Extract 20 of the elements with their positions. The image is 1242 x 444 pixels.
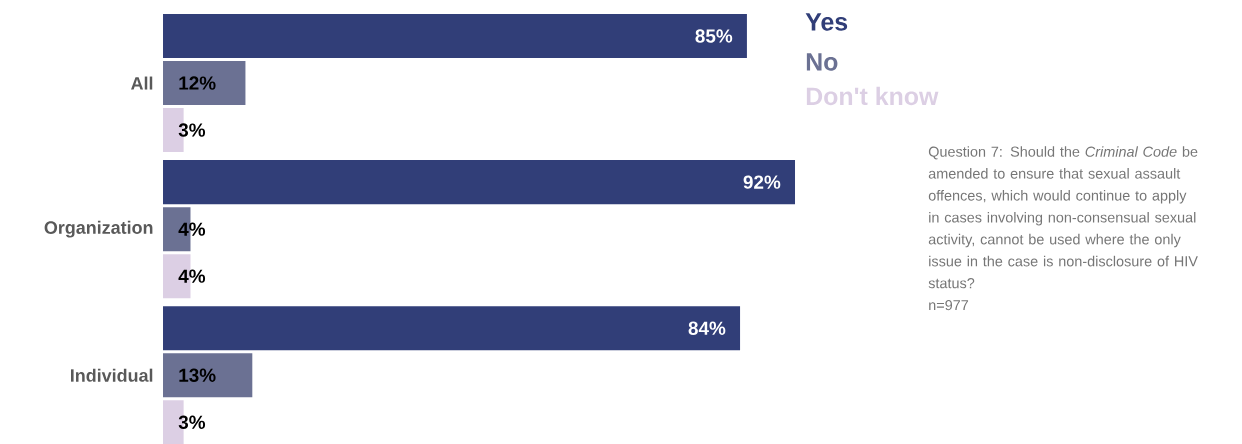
- data-label: 3%: [178, 123, 206, 137]
- text: No: [806, 53, 838, 71]
- bar: [163, 60, 246, 105]
- text: n=977: [929, 299, 969, 311]
- bar: [163, 159, 796, 204]
- bar: [163, 353, 253, 398]
- text: Yes: [805, 13, 848, 31]
- y-tick-label: Organization: [44, 220, 153, 238]
- data-label: 92%: [743, 175, 781, 189]
- data-label: 85%: [695, 29, 733, 43]
- y-tick-label: Individual: [71, 368, 153, 382]
- bar: [163, 306, 741, 351]
- data-label: 4%: [178, 269, 206, 283]
- data-label: 84%: [688, 321, 726, 335]
- bar: [163, 13, 747, 58]
- data-label: 13%: [179, 368, 216, 382]
- text: Question 7: Should the Criminal Code be amended to ensure that sexual assault offences, which would continue to apply in cases involving non-consensual sexual activity, cannot be used where the only issue in the case is non-disclosure of HIV status?: [928, 146, 1198, 289]
- y-tick-label: All: [131, 76, 153, 90]
- data-label: 12%: [179, 76, 216, 90]
- data-label: 3%: [178, 415, 206, 429]
